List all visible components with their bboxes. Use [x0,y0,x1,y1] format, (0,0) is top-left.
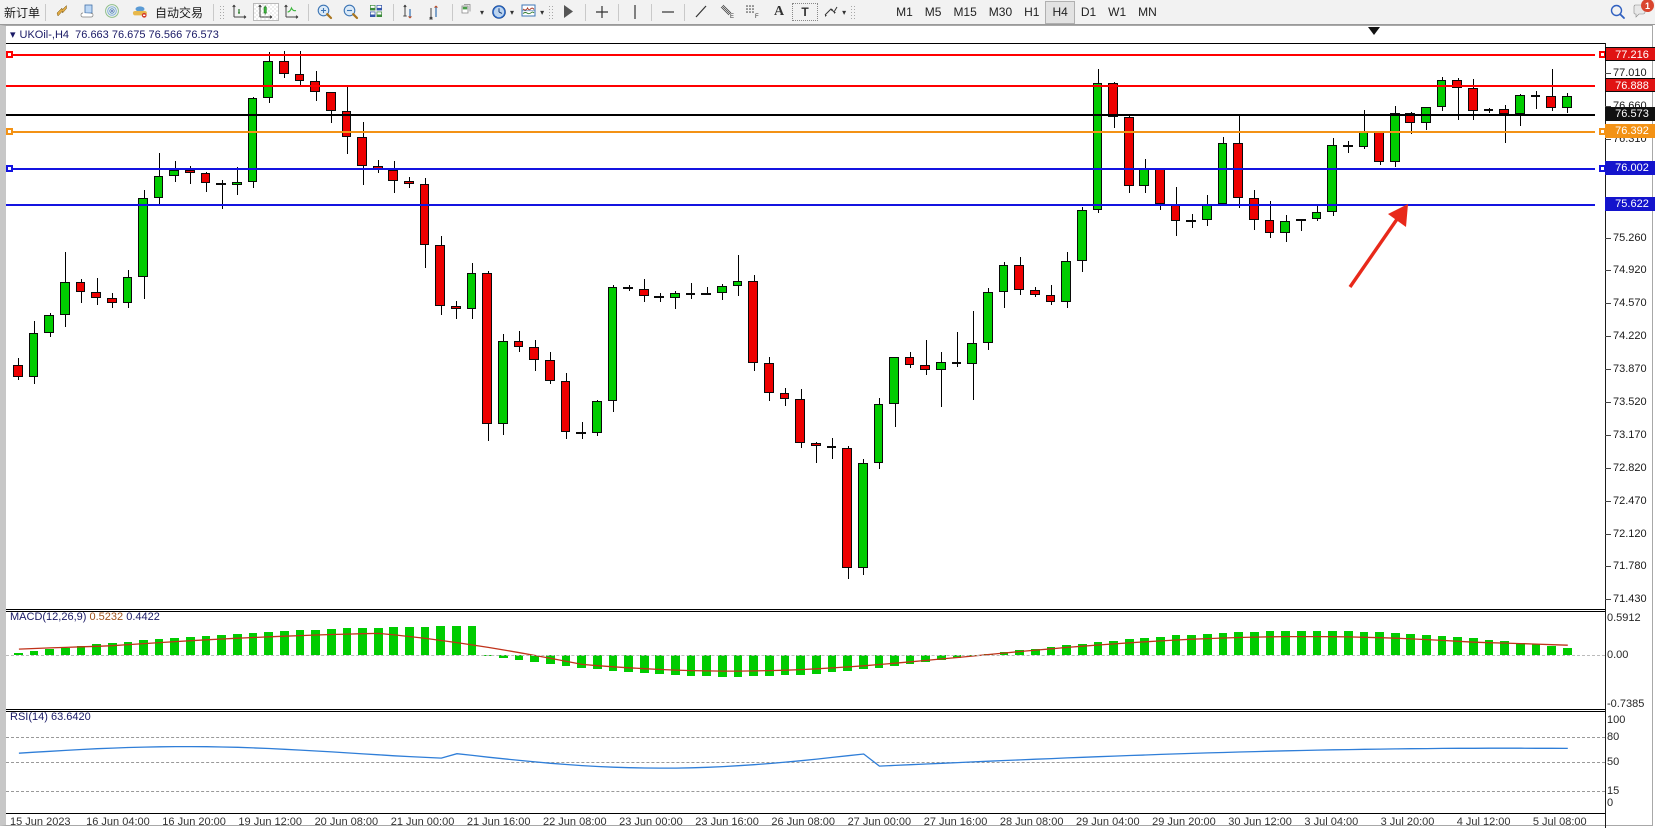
svg-text:E: E [730,14,734,20]
svg-text:F: F [755,14,759,20]
